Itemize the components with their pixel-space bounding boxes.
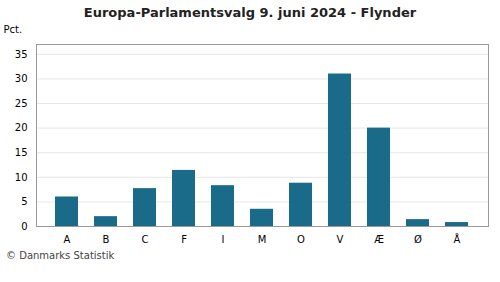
- html-text:Europa-Parlamentsvalg 9. juni: Europa-Parlamentsvalg 9. juni 2024 - Fly…: [83, 5, 417, 20]
- svg-text:25: 25: [15, 98, 28, 109]
- svg-text:I: I: [222, 234, 225, 245]
- svg-text:15: 15: [15, 147, 28, 158]
- svg-text:F: F: [181, 234, 187, 245]
- svg-text:A: A: [64, 234, 71, 245]
- svg-text:O: O: [297, 234, 305, 245]
- svg-text:Å: Å: [454, 233, 461, 245]
- svg-text:20: 20: [15, 122, 28, 133]
- svg-text:35: 35: [15, 49, 28, 60]
- svg-text:V: V: [337, 234, 344, 245]
- svg-text:Æ: Æ: [374, 234, 384, 245]
- svg-text:Pct.: Pct.: [4, 24, 23, 35]
- svg-text:0: 0: [21, 221, 27, 232]
- svg-text:5: 5: [21, 196, 27, 207]
- svg-text:M: M: [258, 234, 267, 245]
- svg-text:Ø: Ø: [414, 234, 422, 245]
- svg-text:B: B: [103, 234, 110, 245]
- svg-text:10: 10: [15, 172, 28, 183]
- svg-text:30: 30: [15, 73, 28, 84]
- svg-text:C: C: [142, 234, 149, 245]
- html-text:© Danmarks Statistik: © Danmarks Statistik: [6, 250, 115, 261]
